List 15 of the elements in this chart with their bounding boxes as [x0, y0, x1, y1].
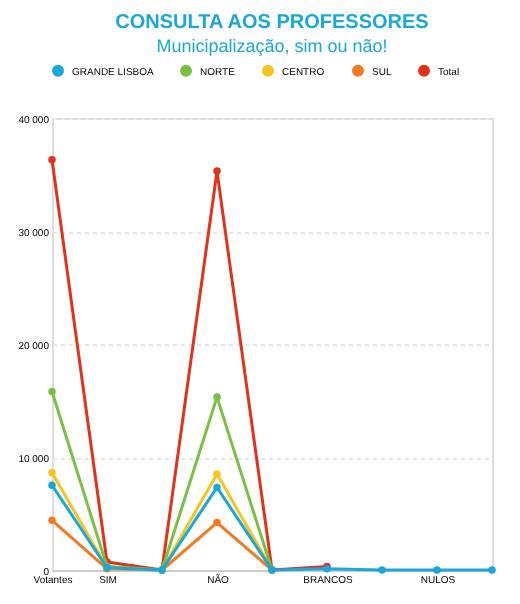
point [213, 167, 221, 175]
point [433, 566, 441, 574]
chart-subtitle: Municipalização, sim ou não! [156, 36, 388, 56]
point [48, 469, 56, 477]
point [213, 393, 221, 401]
point [48, 516, 56, 525]
point [213, 470, 221, 478]
point [48, 481, 56, 489]
point [213, 483, 221, 492]
point [48, 387, 56, 396]
chart-title: CONSULTA AOS PROFESSORES [115, 12, 430, 34]
point [48, 156, 56, 164]
point [378, 566, 386, 574]
point [488, 566, 496, 574]
point [213, 518, 221, 527]
